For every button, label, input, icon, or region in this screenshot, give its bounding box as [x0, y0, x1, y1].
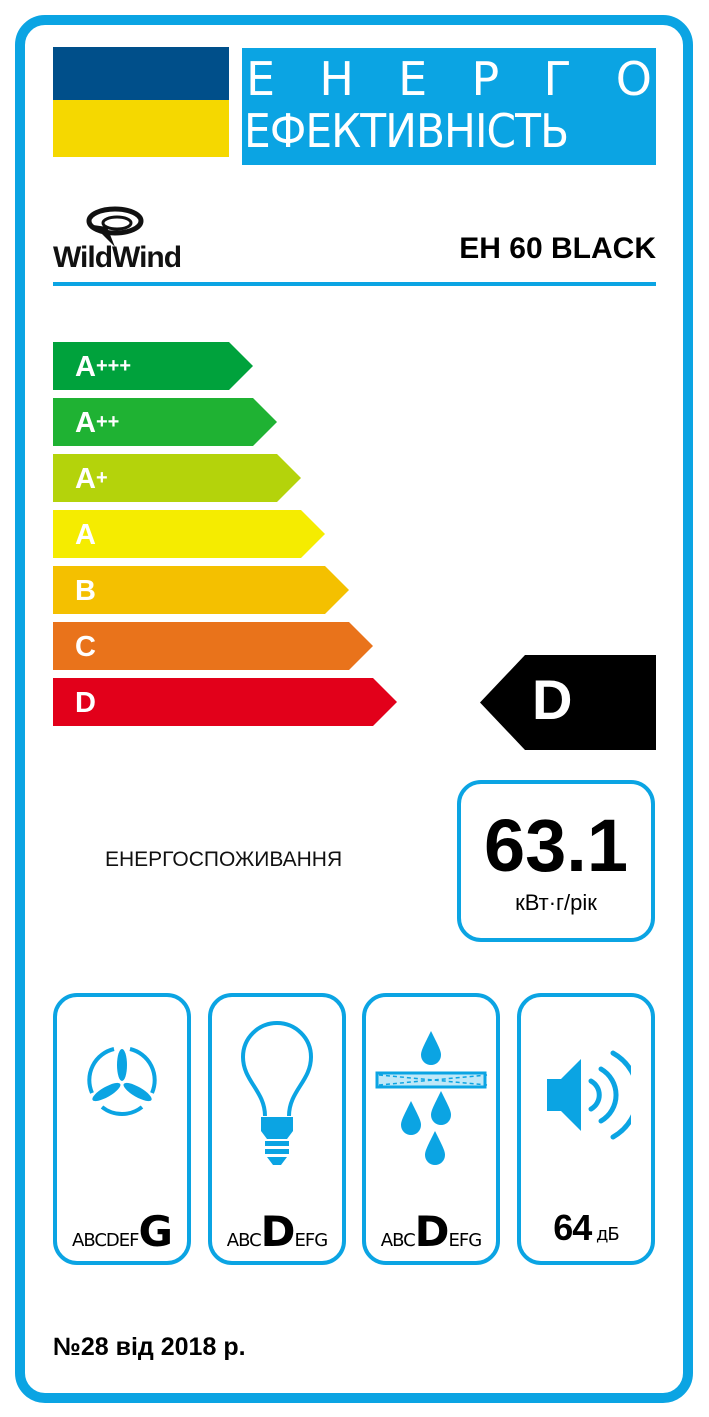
noise-box: 64 дБ	[517, 993, 655, 1265]
light-bulb-icon	[240, 1021, 314, 1165]
title-letter: Е	[398, 52, 428, 106]
wind-swirl-icon	[86, 206, 144, 247]
consumption-box: 63.1 кВт·г/рік	[457, 780, 655, 942]
rating-class: D	[532, 668, 573, 731]
class-arrow-shape	[53, 398, 277, 446]
title-letter: Н	[319, 52, 354, 106]
class-letter: C	[75, 631, 96, 663]
energy-class-bar: B	[53, 566, 349, 614]
class-arrow-shape	[53, 678, 397, 726]
energy-class-bar: C	[53, 622, 373, 670]
energy-class-bar: A+	[53, 454, 301, 502]
rating-arrow: D	[480, 655, 656, 750]
energy-class-bar: D	[53, 678, 397, 726]
lighting-efficiency-box: ABCDEFG	[208, 993, 346, 1265]
class-letter: A	[75, 351, 96, 383]
brand-logo: WildWind	[53, 205, 213, 275]
title-line2: ЕФЕКТИВНІСТЬ	[244, 104, 569, 158]
divider	[53, 282, 656, 286]
regulation-footer: №28 від 2018 р.	[53, 1333, 246, 1361]
fan-class: ABCDEFG	[72, 1207, 173, 1256]
class-arrow-shape	[53, 454, 301, 502]
class-letter: D	[75, 687, 96, 719]
class-plus: +	[95, 467, 108, 489]
title-letter: О	[615, 52, 652, 106]
brand-name: WildWind	[53, 241, 182, 274]
label-frame	[15, 15, 693, 1403]
title-letter: Р	[471, 52, 500, 106]
class-letter: A	[75, 463, 96, 495]
flag-yellow	[53, 100, 229, 157]
grease-filter-box: ABCDEFG	[362, 993, 500, 1265]
filter-class: ABCDEFG	[380, 1207, 482, 1256]
class-arrow-shape	[53, 622, 373, 670]
consumption-value: 63.1	[483, 804, 629, 887]
noise-level: 64 дБ	[553, 1207, 620, 1248]
class-letter: B	[75, 575, 96, 607]
class-arrow-shape	[53, 510, 325, 558]
consumption-label: ЕНЕРГОСПОЖИВАННЯ	[105, 848, 343, 871]
flag-blue	[53, 47, 229, 100]
fan-icon	[87, 1047, 157, 1117]
title-letter: Е	[246, 52, 276, 106]
rating-arrow-shape	[480, 655, 656, 750]
energy-class-bar: A	[53, 510, 325, 558]
model-name: EH 60 BLACK	[459, 232, 656, 265]
grease-filter-icon	[375, 1031, 488, 1165]
class-plus: ++	[95, 411, 120, 433]
class-letter: A	[75, 519, 96, 551]
energy-class-bar: A+++	[53, 342, 253, 390]
class-letter: A	[75, 407, 96, 439]
class-plus: +++	[95, 355, 131, 377]
class-arrow-shape	[53, 342, 253, 390]
lighting-class: ABCDEFG	[226, 1207, 328, 1256]
class-arrow-shape	[53, 566, 349, 614]
fan-efficiency-box: ABCDEFG	[53, 993, 191, 1265]
energy-class-bar: A++	[53, 398, 277, 446]
speaker-icon	[547, 1050, 631, 1140]
consumption-unit: кВт·г/рік	[515, 890, 597, 915]
title-letter: Г	[543, 52, 572, 106]
